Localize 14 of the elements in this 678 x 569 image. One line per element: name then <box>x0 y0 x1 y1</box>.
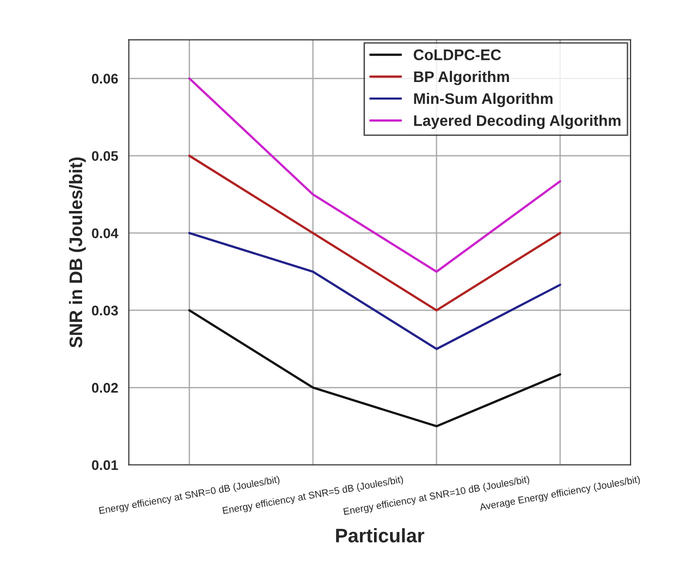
x-axis-title: Particular <box>336 528 424 542</box>
y-tick-label: 0.06 <box>92 74 118 84</box>
legend-label: CoLDPC-EC <box>414 49 501 60</box>
y-tick-label: 0.03 <box>92 306 118 316</box>
y-tick-label: 0.04 <box>92 228 118 238</box>
legend-label: Min-Sum Algorithm <box>414 92 552 108</box>
y-tick-label: 0.01 <box>92 460 118 470</box>
y-axis-title: SNR in DB (Joules/bit) <box>68 157 86 348</box>
legend-label: Layered Decoding Algorithm <box>414 114 620 130</box>
legend-label: BP Algorithm <box>414 70 509 86</box>
y-tick-label: 0.05 <box>92 151 118 161</box>
line-series <box>188 309 562 428</box>
line-series <box>188 232 562 350</box>
y-tick-label: 0.02 <box>92 382 118 393</box>
